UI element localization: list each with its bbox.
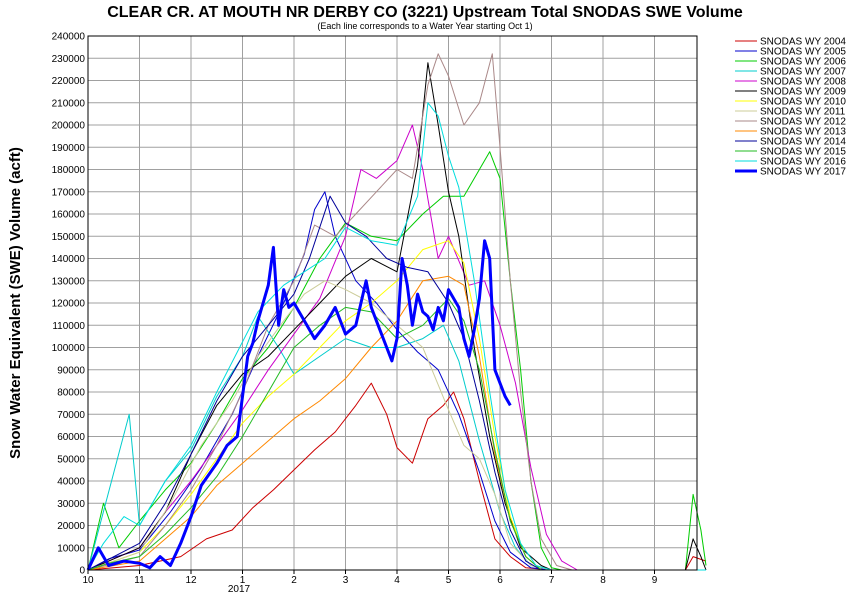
y-tick-label: 40000 [57, 477, 85, 488]
legend-label: SNODAS WY 2014 [760, 137, 846, 148]
y-tick-label: 70000 [57, 410, 85, 421]
x-tick-labels: 10 11 12 1 2 3 4 5 6 7 8 9 [82, 570, 658, 586]
y-tick-label: 80000 [57, 388, 85, 399]
x-tick-label: 1 [240, 575, 246, 586]
y-tick-label: 180000 [52, 165, 86, 176]
y-tick-label: 100000 [52, 343, 86, 354]
y-tick-label: 50000 [57, 454, 85, 465]
x-tick-label: 11 [134, 575, 145, 586]
x-tick-label: 8 [600, 575, 606, 586]
y-tick-label: 0 [79, 566, 85, 577]
y-tick-label: 110000 [52, 321, 85, 332]
legend-label: SNODAS WY 2017 [760, 167, 846, 178]
y-tick-label: 200000 [52, 121, 86, 132]
y-tick-label: 190000 [52, 143, 86, 154]
series-line-snodas-wy-2012 [87, 53, 706, 571]
x-tick-label: 10 [82, 575, 94, 586]
y-tick-label: 140000 [52, 254, 86, 265]
y-tick-label: 10000 [57, 543, 85, 554]
series-line-snodas-wy-2007 [87, 315, 706, 571]
legend-label: SNODAS WY 2010 [760, 97, 846, 108]
y-tick-label: 20000 [57, 521, 85, 532]
series-line-snodas-wy-2017 [86, 239, 512, 571]
y-tick-label: 220000 [52, 76, 86, 87]
x-tick-label: 6 [497, 575, 503, 586]
x-tick-label: 5 [446, 575, 452, 586]
series-line-snodas-wy-2008 [87, 124, 706, 571]
x-tick-label: 3 [343, 575, 349, 586]
y-tick-label: 170000 [52, 187, 86, 198]
x-tick-label: 9 [652, 575, 658, 586]
y-tick-labels: 0 10000 20000 30000 40000 50000 60000 70000 8000… [52, 32, 86, 577]
y-tick-label: 150000 [52, 232, 86, 243]
y-tick-label: 130000 [52, 276, 86, 287]
legend-label: SNODAS WY 2004 [760, 37, 846, 48]
y-axis-label: Snow Water Equivalent (SWE) Volume (acft… [7, 147, 24, 459]
series-line-snodas-wy-2006 [87, 151, 707, 571]
x-tick-label: 12 [185, 575, 197, 586]
chart-title: CLEAR CR. AT MOUTH NR DERBY CO (3221) Up… [107, 4, 743, 21]
series-line-snodas-wy-2016 [87, 102, 706, 571]
x-tick-label: 4 [394, 575, 400, 586]
x-year-label: 2017 [228, 584, 251, 595]
legend-label: SNODAS WY 2008 [760, 77, 846, 88]
legend-label: SNODAS WY 2006 [760, 57, 846, 68]
legend-label: SNODAS WY 2005 [760, 47, 846, 58]
plot-border [87, 35, 698, 571]
x-tick-label: 2 [291, 575, 297, 586]
chart-subtitle: (Each line corresponds to a Water Year s… [317, 21, 532, 31]
y-tick-label: 210000 [52, 98, 86, 109]
legend-label: SNODAS WY 2007 [760, 67, 846, 78]
series-line-snodas-wy-2005 [87, 191, 706, 571]
legend-label: SNODAS WY 2016 [760, 157, 846, 168]
y-tick-label: 160000 [52, 210, 86, 221]
y-tick-label: 120000 [52, 299, 86, 310]
y-tick-label: 230000 [52, 54, 86, 65]
legend-label: SNODAS WY 2013 [760, 127, 846, 138]
series-lines [86, 53, 707, 571]
y-tick-label: 90000 [57, 365, 85, 376]
series-line-snodas-wy-2014 [87, 195, 706, 571]
legend-label: SNODAS WY 2011 [760, 107, 846, 118]
y-tick-label: 240000 [52, 32, 86, 43]
x-tick-label: 7 [549, 575, 555, 586]
legend-label: SNODAS WY 2015 [760, 147, 846, 158]
legend-label: SNODAS WY 2012 [760, 117, 846, 128]
legend-label: SNODAS WY 2009 [760, 87, 846, 98]
y-tick-label: 60000 [57, 432, 85, 443]
y-tick-label: 30000 [57, 499, 85, 510]
series-line-snodas-wy-2004 [87, 382, 707, 571]
